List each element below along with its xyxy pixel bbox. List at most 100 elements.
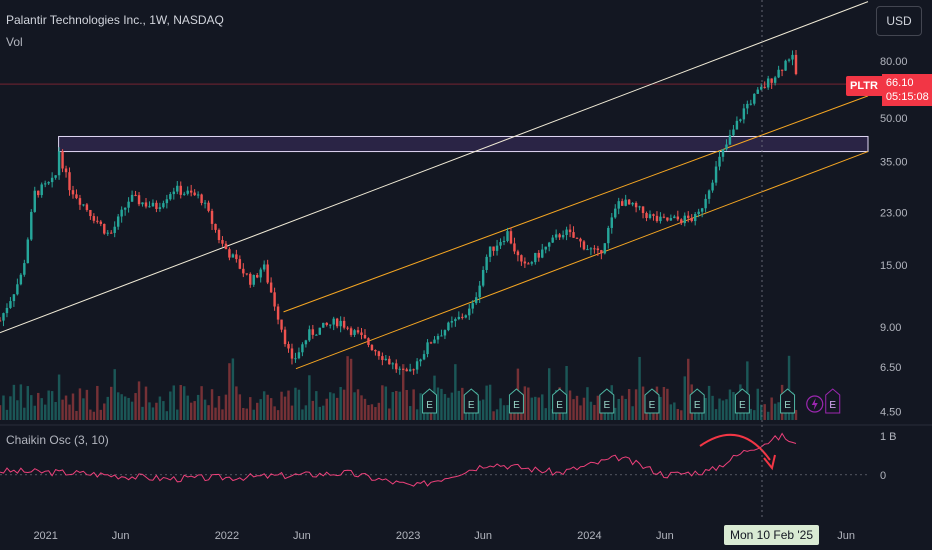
candle xyxy=(561,235,565,238)
candle xyxy=(739,119,742,121)
candle xyxy=(763,86,766,88)
candle xyxy=(676,216,680,220)
candle xyxy=(294,358,297,360)
candle xyxy=(502,240,506,243)
earnings-marker: E xyxy=(552,388,568,414)
volume-bar xyxy=(384,386,388,420)
volume-bar xyxy=(544,408,547,420)
candle xyxy=(627,199,631,205)
candle xyxy=(54,175,57,178)
currency-button[interactable]: USD xyxy=(876,6,922,36)
volume-bar xyxy=(579,405,582,420)
candle xyxy=(575,237,579,239)
volume-bar xyxy=(537,397,540,420)
volume-bar xyxy=(478,400,481,420)
candle xyxy=(474,297,478,304)
volume-bar xyxy=(377,402,381,420)
volume-bar xyxy=(228,363,231,420)
volume-bar xyxy=(141,406,144,420)
candle xyxy=(311,329,315,335)
candle xyxy=(148,206,151,208)
earnings-marker: E xyxy=(780,388,796,414)
candle xyxy=(301,344,304,353)
volume-bar xyxy=(123,396,127,420)
candle xyxy=(541,249,544,258)
volume-bar xyxy=(461,387,464,420)
candle xyxy=(304,340,308,345)
candle xyxy=(770,78,773,83)
earnings-label: E xyxy=(603,400,610,411)
volume-bar xyxy=(794,409,798,420)
candle xyxy=(137,195,141,205)
candle xyxy=(322,322,325,328)
candle xyxy=(269,282,273,293)
volume-bar xyxy=(242,407,245,420)
volume-bar xyxy=(148,402,151,420)
candle xyxy=(335,318,339,327)
candle xyxy=(37,190,40,196)
candle xyxy=(388,358,391,365)
candle xyxy=(443,330,447,336)
earnings-label: E xyxy=(426,400,433,411)
candle xyxy=(516,251,520,256)
candle xyxy=(186,190,189,194)
oscillator-axis-label: 1 B xyxy=(880,431,897,443)
volume-bar xyxy=(23,407,26,420)
candle xyxy=(596,248,600,251)
candle xyxy=(422,354,426,360)
volume-bar xyxy=(662,386,666,420)
candle xyxy=(113,226,116,233)
volume-bar xyxy=(245,408,249,420)
volume-bar xyxy=(728,389,732,420)
candle xyxy=(384,358,388,360)
earnings-label: E xyxy=(784,400,791,411)
candle xyxy=(593,248,596,250)
volume-bar xyxy=(631,406,634,420)
volume-bar xyxy=(388,408,391,420)
candle xyxy=(210,210,214,224)
candle xyxy=(57,151,61,176)
candle xyxy=(228,249,231,258)
candle xyxy=(85,204,89,210)
volume-bar xyxy=(189,402,193,420)
candle xyxy=(214,223,217,230)
candle xyxy=(342,320,346,328)
last-price-symbol: PLTR xyxy=(846,76,882,96)
earnings-label: E xyxy=(829,400,836,411)
volume-bar xyxy=(47,390,50,420)
candle xyxy=(61,151,64,169)
candle xyxy=(165,199,169,204)
volume-bar xyxy=(249,397,252,420)
candle xyxy=(530,262,534,264)
candle xyxy=(130,194,134,202)
candle xyxy=(485,256,488,270)
candle xyxy=(645,213,648,218)
volume-bar xyxy=(43,404,47,420)
volume-bar xyxy=(54,401,57,420)
candle xyxy=(631,202,634,205)
volume-bar xyxy=(162,401,165,420)
volume-bar xyxy=(235,386,238,420)
volume-bar xyxy=(614,407,617,420)
candle xyxy=(377,351,381,357)
volume-bar xyxy=(85,389,89,420)
last-price-tag: PLTR 66.10 05:15:08 xyxy=(846,74,932,106)
earnings-badge xyxy=(599,388,615,414)
volume-bar xyxy=(408,406,412,420)
volume-bar xyxy=(89,409,92,420)
candle xyxy=(492,246,495,251)
volume-bar xyxy=(290,405,294,420)
volume-bar xyxy=(749,408,753,420)
candle xyxy=(189,190,193,193)
volume-bar xyxy=(374,407,377,420)
volume-bar xyxy=(718,398,721,420)
earnings-marker: E xyxy=(508,388,524,414)
volume-bar xyxy=(401,364,405,420)
candle xyxy=(760,86,763,90)
price-axis-label: 80.00 xyxy=(880,56,908,68)
candle xyxy=(193,192,196,196)
candle xyxy=(429,342,433,344)
candles xyxy=(0,50,798,375)
volume-bar xyxy=(329,392,332,420)
